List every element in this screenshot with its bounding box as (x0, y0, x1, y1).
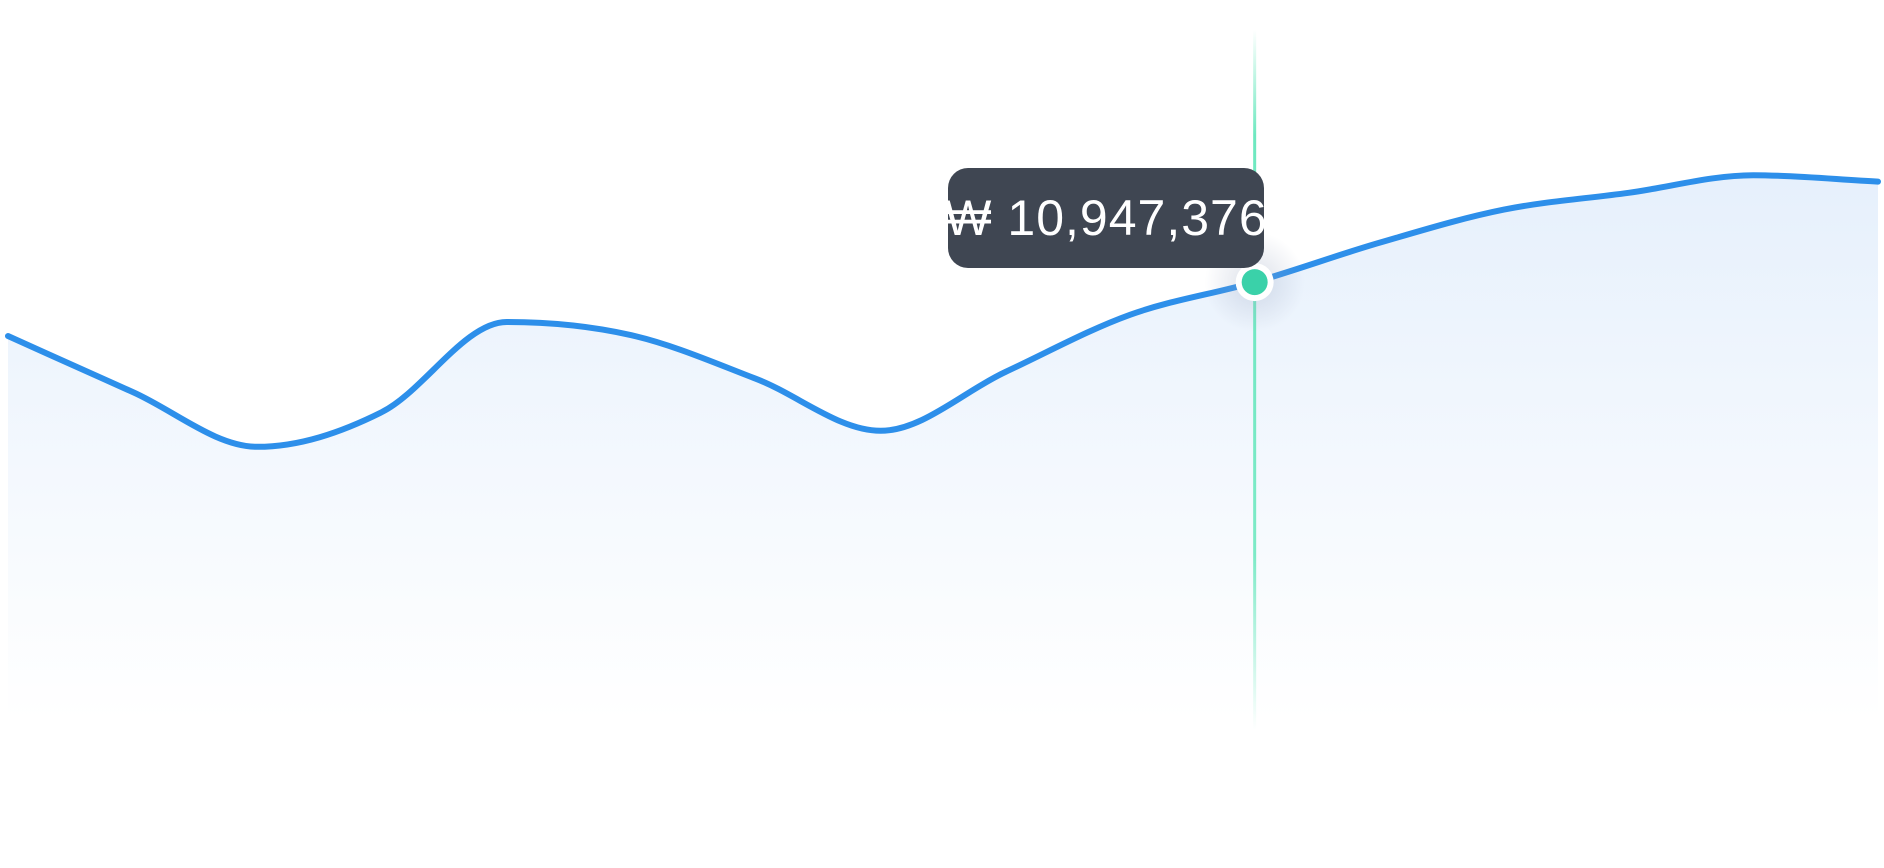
data-point[interactable] (867, 417, 895, 445)
crosshair-line (1253, 30, 1257, 730)
data-point[interactable] (1116, 301, 1144, 329)
data-point[interactable] (1739, 161, 1767, 189)
series-line (5, 172, 1881, 450)
data-point[interactable] (368, 398, 396, 426)
data-point[interactable] (1615, 179, 1643, 207)
highlight-marker[interactable] (1241, 269, 1268, 296)
data-point[interactable] (493, 308, 521, 336)
value-tooltip: ₩ 10,947,376 (944, 168, 1267, 268)
data-point[interactable] (1365, 229, 1393, 257)
data-point[interactable] (617, 321, 645, 349)
data-point[interactable] (243, 433, 271, 461)
data-point[interactable] (991, 358, 1019, 386)
data-point[interactable] (742, 365, 770, 393)
tooltip-value: ₩ 10,947,376 (944, 190, 1268, 246)
data-point[interactable] (1490, 196, 1518, 224)
series-area-fill (8, 175, 1878, 720)
data-point[interactable] (119, 378, 147, 406)
